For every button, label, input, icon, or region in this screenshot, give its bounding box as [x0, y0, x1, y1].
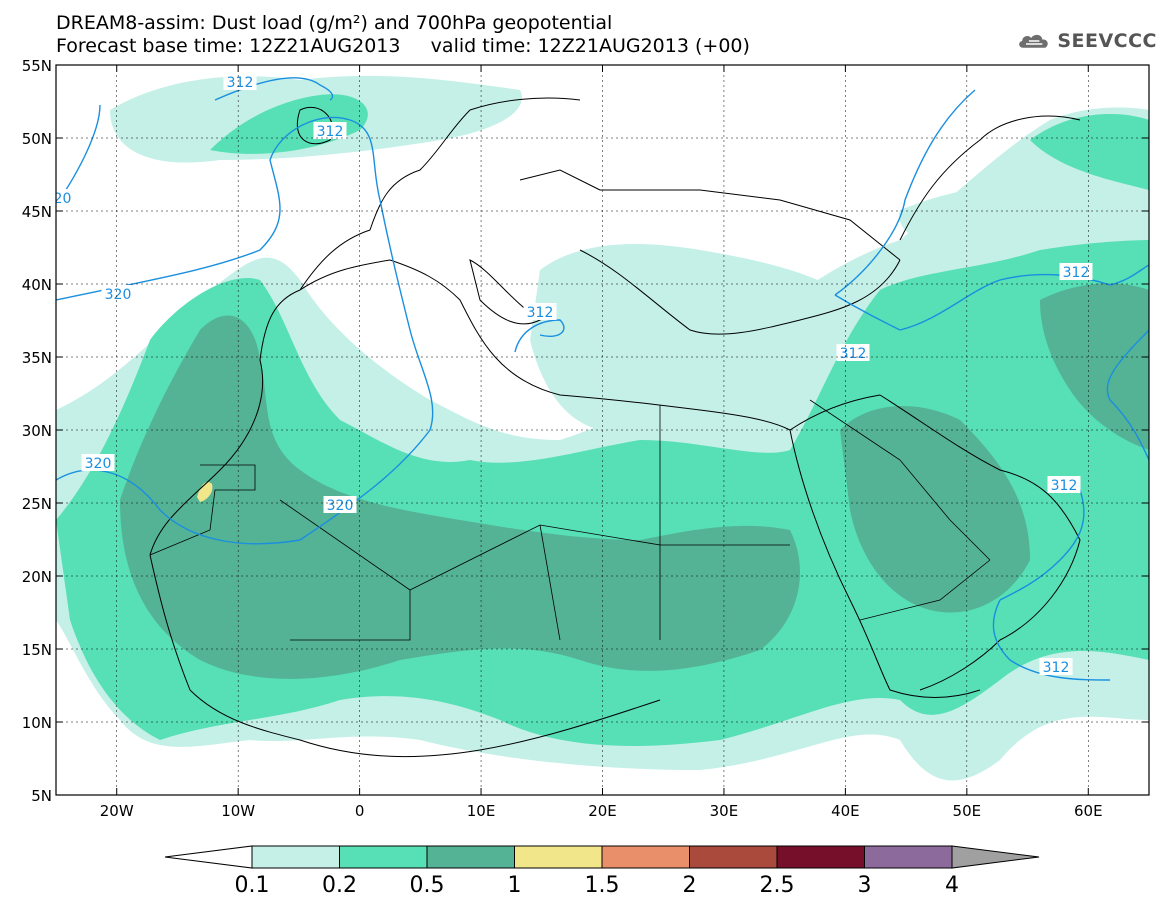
- lon-label: 20E: [588, 802, 617, 820]
- colorbar-over-triangle: [951, 845, 1040, 869]
- colorbar-swatch: [864, 845, 953, 869]
- colorbar-under-triangle: [164, 845, 253, 869]
- colorbar-label: 2: [683, 873, 697, 898]
- contour-label: 312: [227, 75, 254, 91]
- contour-label-bg: [1059, 263, 1093, 280]
- country-borders: [149, 399, 991, 641]
- contour-label: 312: [1043, 660, 1070, 676]
- contour-label-bg: [313, 122, 347, 139]
- contour-label: 312: [527, 305, 554, 321]
- contour-label-bg: [81, 454, 115, 471]
- contour-label-bg: [323, 496, 357, 513]
- contour-label: 312: [1063, 265, 1090, 281]
- lon-label: 0: [355, 802, 365, 820]
- contour-label-bg: [56, 189, 75, 206]
- lat-label: 25N: [22, 495, 52, 513]
- lon-labels: 20W 10W 0 10E 20E 30E 40E 50E 60E: [100, 802, 1103, 820]
- lat-label: 5N: [31, 787, 52, 805]
- colorbar-label: 1: [508, 873, 522, 898]
- contour-label-bg: [1039, 658, 1073, 675]
- coastlines: [149, 97, 1081, 758]
- contour-label: 312: [317, 124, 344, 140]
- cloud-icon: [1019, 34, 1048, 48]
- grid: [56, 65, 1149, 795]
- dust-shade-1: [197, 481, 213, 502]
- contour-label: 312: [1051, 478, 1078, 494]
- lon-label: 10W: [221, 802, 255, 820]
- axis-ticks: [56, 64, 1149, 796]
- lat-label: 45N: [22, 203, 52, 221]
- colorbar-label: 1.5: [585, 873, 620, 898]
- contour-label-bg: [1047, 476, 1081, 493]
- lat-label: 15N: [22, 641, 52, 659]
- lon-label: 10E: [467, 802, 496, 820]
- contour-label: 320: [327, 498, 354, 514]
- lat-label: 55N: [22, 57, 52, 75]
- lat-label: 10N: [22, 714, 52, 732]
- colorbar-swatch: [514, 845, 603, 869]
- colorbar-label: 0.2: [322, 873, 357, 898]
- contour-label: 312: [840, 346, 867, 362]
- logo-text: SEEVCCC: [1057, 30, 1157, 52]
- colorbar-swatch: [689, 845, 778, 869]
- lat-label: 35N: [22, 349, 52, 367]
- lat-label: 50N: [22, 130, 52, 148]
- lon-label: 50E: [953, 802, 982, 820]
- title-line-2: Forecast base time: 12Z21AUG2013 valid t…: [56, 35, 750, 57]
- dust-shade-0-5: [120, 283, 1149, 679]
- lon-label: 60E: [1074, 802, 1103, 820]
- colorbar-label: 3: [858, 873, 872, 898]
- colorbar-label: 2.5: [760, 873, 795, 898]
- contour-label: 320: [85, 456, 112, 472]
- contour-label-bg: [223, 73, 257, 90]
- lat-label: 30N: [22, 422, 52, 440]
- seevccc-logo: SEEVCCC: [1017, 27, 1157, 55]
- colorbar-swatch: [426, 845, 515, 869]
- colorbar-label: 0.1: [235, 873, 270, 898]
- colorbar-swatch: [601, 845, 690, 869]
- colorbar-label: 0.5: [410, 873, 445, 898]
- lon-label: 30E: [710, 802, 739, 820]
- colorbar-swatch: [339, 845, 428, 869]
- colorbar-swatch: [776, 845, 865, 869]
- lon-label: 20W: [100, 802, 134, 820]
- contour-label-bg: [101, 285, 135, 302]
- lat-label: 20N: [22, 568, 52, 586]
- colorbar-label: 4: [945, 873, 959, 898]
- colorbar-swatch: [251, 845, 340, 869]
- contour-label-bg: [523, 303, 557, 320]
- lat-labels: 55N 50N 45N 40N 35N 30N 25N 20N 15N 10N 5N: [22, 57, 52, 805]
- title-line-1: DREAM8-assim: Dust load (g/m²) and 700hP…: [56, 12, 613, 34]
- contour-label: 320: [45, 191, 72, 207]
- colorbar: 0.1 0.2 0.5 1 1.5 2 2.5 3 4: [164, 845, 1040, 898]
- contour-label: 320: [105, 287, 132, 303]
- lat-label: 40N: [22, 276, 52, 294]
- lon-label: 40E: [831, 802, 860, 820]
